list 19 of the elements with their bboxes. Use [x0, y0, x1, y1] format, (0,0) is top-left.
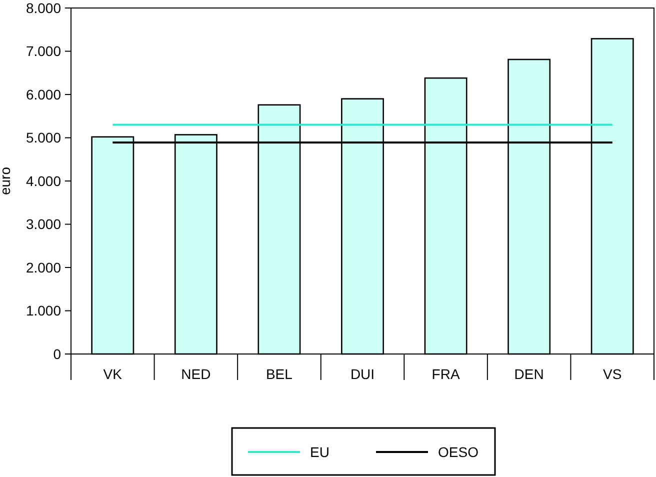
y-tick-label: 7.000 — [26, 43, 62, 60]
y-tick-label: 4.000 — [26, 172, 62, 189]
x-tick-label: DUI — [350, 366, 375, 382]
x-tick-label: NED — [181, 366, 211, 382]
legend-label: OESO — [438, 444, 479, 460]
x-tick-label: FRA — [432, 366, 460, 382]
x-tick-label: BEL — [266, 366, 293, 382]
x-tick-label: VS — [603, 366, 622, 382]
legend-label: EU — [310, 444, 330, 460]
x-tick-label: DEN — [514, 366, 544, 382]
y-tick-label: 1.000 — [26, 302, 62, 319]
y-tick-label: 6.000 — [26, 86, 62, 102]
x-tick-label: VK — [103, 366, 123, 382]
y-tick-label: 8.000 — [26, 0, 62, 16]
y-tick-label: 3.000 — [26, 216, 62, 232]
y-axis-title: euro — [0, 166, 13, 196]
y-tick-label: 0 — [53, 346, 62, 362]
y-tick-label: 5.000 — [26, 130, 62, 146]
y-tick-label: 2.000 — [26, 259, 62, 276]
